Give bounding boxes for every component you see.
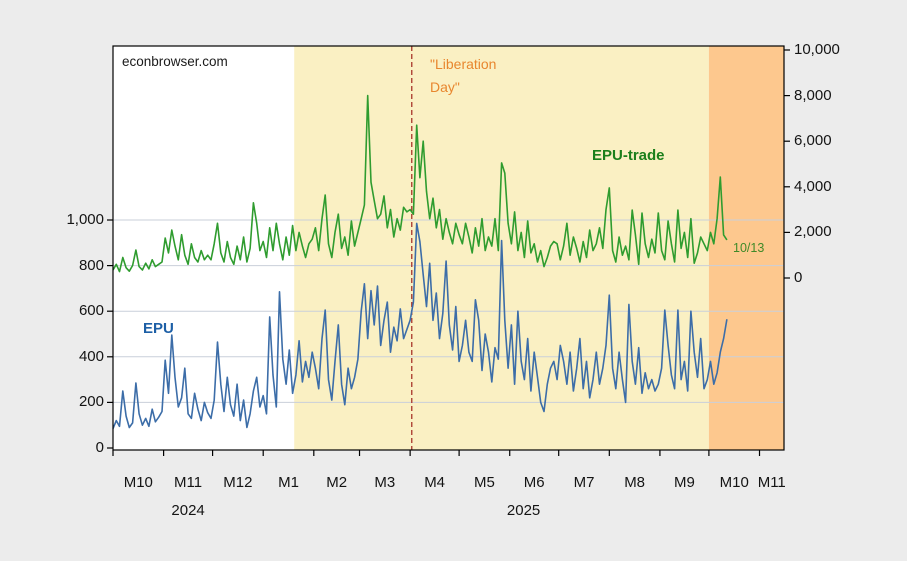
x-axis-month-label: M6 [523,474,545,491]
y-axis-left-tick-label: 1,000 [66,211,104,228]
x-axis-month-label: M7 [573,474,595,491]
epu-series-label: EPU [143,320,174,337]
liberation-day-line2: Day" [430,79,460,95]
y-axis-right-tick-label: 10,000 [794,41,840,58]
x-axis-year-label: 2025 [506,502,541,519]
y-axis-right-tick-label: 8,000 [794,86,832,104]
x-axis-month-label: M10 [719,474,749,491]
epu-trade-series-label: EPU-trade [592,147,665,164]
x-axis-month-label: M8 [624,474,646,491]
x-axis-month-label: M3 [374,474,396,491]
liberation-day-line1: "Liberation [430,56,497,72]
y-axis-right-tick-label: 2,000 [794,223,832,241]
y-axis-left-tick-label: 600 [78,302,104,320]
x-axis-year-label: 2024 [171,502,205,519]
y-axis-left-tick-label: 400 [78,347,104,365]
y-axis-right-tick-label: 4,000 [794,177,832,195]
last-observation-date-label: 10/13 [733,241,765,255]
y-axis-left-tick-label: 800 [78,256,104,274]
x-axis-month-label: M11 [757,474,786,491]
x-axis-month-label: M10 [123,474,153,491]
watermark: econbrowser.com [122,54,228,69]
liberation-day-annotation: "Liberation Day" [430,53,496,99]
x-axis-month-label: M1 [278,474,299,491]
y-axis-right-tick-label: 0 [794,269,803,286]
x-axis-month-label: M4 [424,474,446,491]
y-axis-right-tick-label: 6,000 [794,132,832,150]
x-axis-month-label: M12 [223,474,253,491]
x-axis-month-label: M9 [673,474,695,491]
y-axis-left-tick-label: 0 [95,439,104,456]
x-axis-month-label: M5 [473,474,495,491]
x-axis-month-label: M11 [174,474,203,491]
x-axis-month-label: M2 [326,474,348,491]
y-axis-left-tick-label: 200 [78,393,104,411]
